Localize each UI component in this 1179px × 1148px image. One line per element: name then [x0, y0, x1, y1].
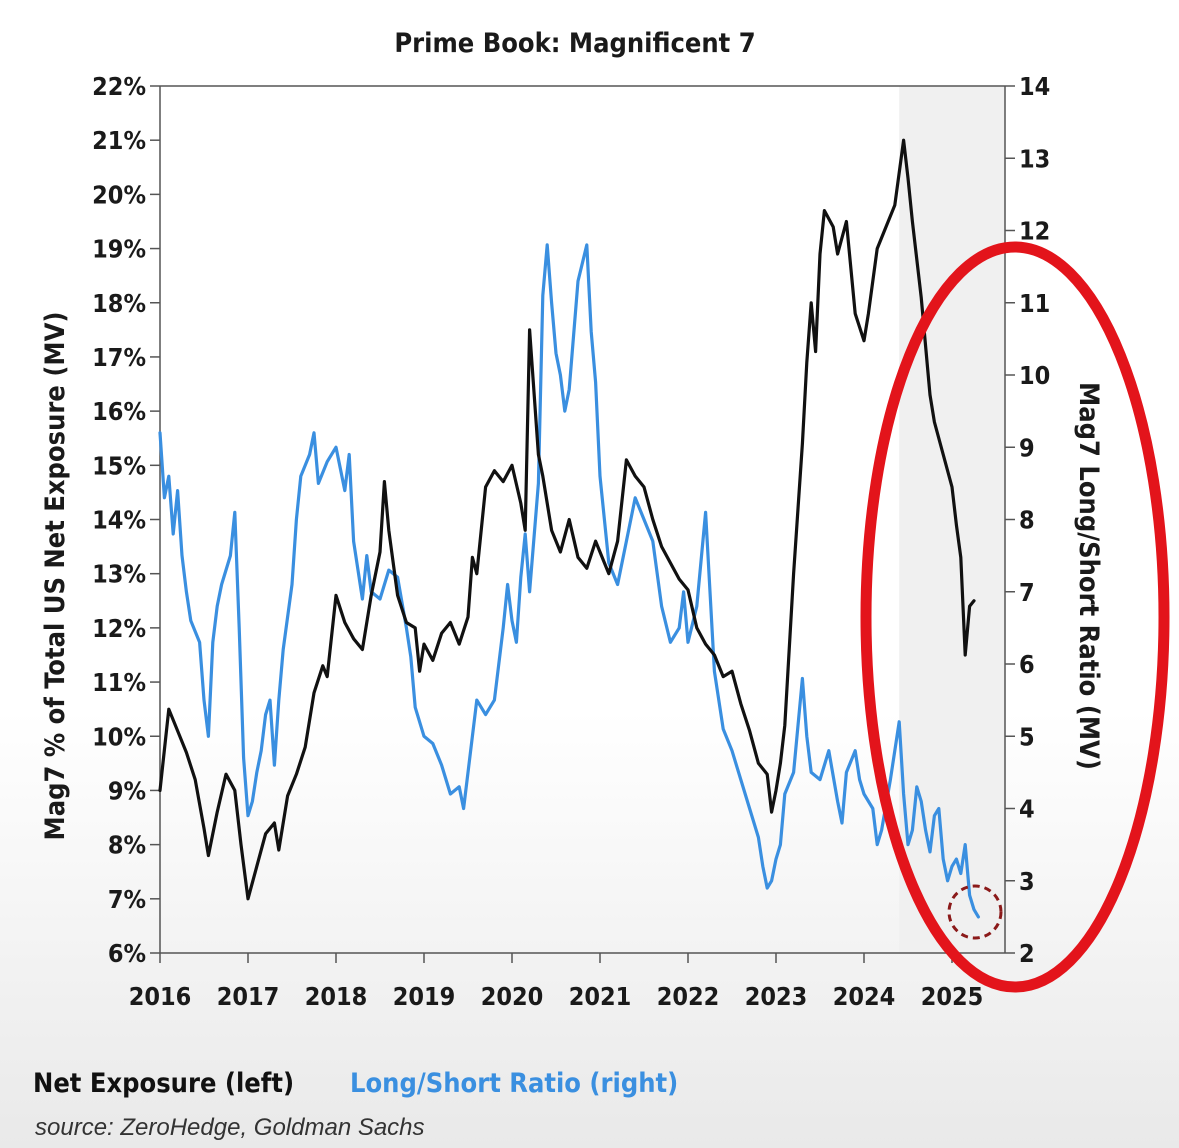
x-tick-label: 2021 [569, 982, 632, 1011]
y-right-tick-label: 2 [1019, 939, 1035, 968]
recent-period-shading [899, 86, 1005, 953]
x-tick-label: 2025 [921, 982, 984, 1011]
x-tick-label: 2019 [393, 982, 456, 1011]
y-axis-right-label: Mag7 Long/Short Ratio (MV) [1073, 382, 1104, 770]
y-left-tick-label: 17% [92, 343, 146, 372]
x-tick-label: 2017 [217, 982, 280, 1011]
x-axis-ticks: 2016 2017 2018 2019 2020 2021 2022 2023 2024 2025 [129, 953, 984, 1011]
series-long-short-ratio-line [158, 243, 980, 919]
y-left-tick-label: 10% [92, 722, 146, 751]
y-left-tick-label: 8% [108, 831, 146, 860]
y-left-tick-label: 7% [108, 885, 146, 914]
y-right-tick-label: 3 [1019, 867, 1035, 896]
y-left-tick-label: 19% [92, 235, 146, 264]
x-tick-label: 2023 [745, 982, 808, 1011]
y-left-tick-label: 22% [92, 72, 146, 101]
y-left-tick-label: 20% [92, 180, 146, 209]
y-left-tick-label: 14% [92, 506, 146, 535]
y-left-tick-label: 6% [108, 939, 146, 968]
source-note: source: ZeroHedge, Goldman Sachs [35, 1114, 425, 1141]
y-right-tick-label: 7 [1019, 578, 1035, 607]
series-lines [158, 138, 980, 919]
legend-net-exposure: Net Exposure (left) [33, 1068, 294, 1099]
y-right-tick-label: 13 [1019, 144, 1050, 173]
plot-frame [159, 85, 1006, 954]
y-right-tick-label: 8 [1019, 506, 1035, 535]
y-left-tick-label: 15% [92, 451, 146, 480]
y-left-tick-label: 16% [92, 397, 146, 426]
x-tick-label: 2024 [833, 982, 896, 1011]
y-left-tick-label: 11% [92, 668, 146, 697]
legend-long-short-ratio: Long/Short Ratio (right) [350, 1068, 678, 1099]
y-right-tick-label: 9 [1019, 433, 1035, 462]
y-right-tick-label: 6 [1019, 650, 1035, 679]
y-axis-left-ticks: 6% 7% 8% 9% 10% 11% 12% 13% 14% 15% 16% 17% 18% 19% 20… [92, 72, 160, 968]
y-left-tick-label: 13% [92, 560, 146, 589]
y-left-tick-label: 21% [92, 126, 146, 155]
latest-point-dashed-circle [947, 884, 1003, 940]
x-tick-label: 2016 [129, 982, 192, 1011]
series-net-exposure-line [158, 138, 976, 901]
y-right-tick-label: 5 [1019, 722, 1035, 751]
y-right-tick-label: 12 [1019, 217, 1050, 246]
highlight-ellipse [860, 241, 1170, 993]
y-axis-right-ticks: 2 3 4 5 6 7 8 9 10 11 12 13 14 [1005, 72, 1050, 968]
y-right-tick-label: 4 [1019, 795, 1035, 824]
y-right-tick-label: 10 [1019, 361, 1050, 390]
y-left-tick-label: 9% [108, 776, 146, 805]
y-right-tick-label: 14 [1019, 72, 1050, 101]
x-tick-label: 2020 [481, 982, 544, 1011]
chart-title: Prime Book: Magnificent 7 [394, 28, 755, 59]
y-axis-left-label: Mag7 % of Total US Net Exposure (MV) [40, 312, 71, 841]
y-right-tick-label: 11 [1019, 289, 1050, 318]
x-tick-label: 2022 [657, 982, 720, 1011]
y-left-tick-label: 18% [92, 289, 146, 318]
y-left-tick-label: 12% [92, 614, 146, 643]
x-tick-label: 2018 [305, 982, 368, 1011]
